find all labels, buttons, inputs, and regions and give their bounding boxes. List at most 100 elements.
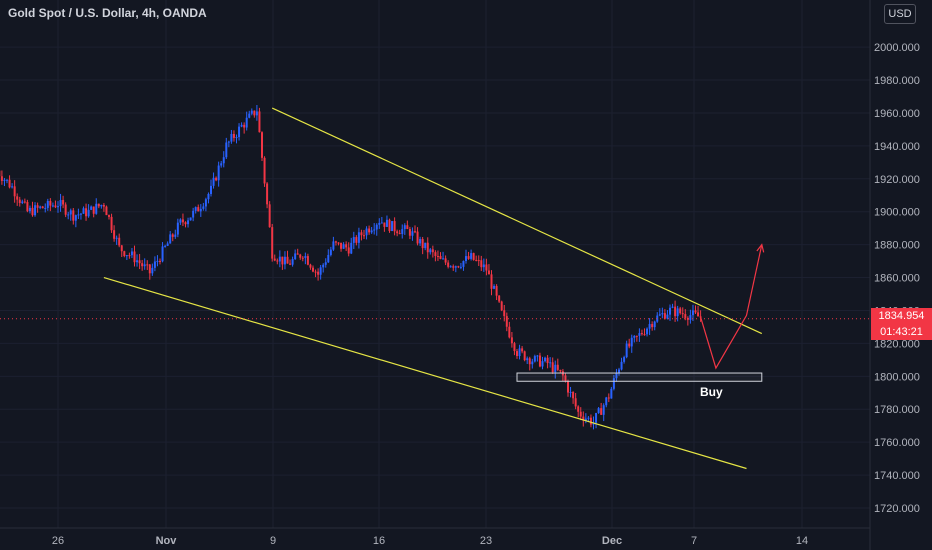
candle-body — [431, 249, 434, 253]
candle-body — [245, 117, 248, 128]
price-scale[interactable]: 1720.000 1740.000 1760.000 1780.000 1800.000… — [874, 42, 920, 515]
candle-body — [253, 110, 256, 116]
candle-body — [449, 266, 452, 268]
candle-body — [51, 205, 54, 207]
candle-body — [276, 260, 279, 262]
candle-body — [419, 239, 422, 244]
candle-body — [531, 361, 534, 365]
chart-title: Gold Spot / U.S. Dollar, 4h, OANDA — [8, 6, 207, 20]
price-tick-label: 1720.000 — [874, 503, 920, 515]
candle-body — [324, 262, 327, 265]
candle-body — [396, 231, 399, 234]
candle-body — [174, 234, 177, 237]
candle-body — [689, 315, 692, 320]
candle-body — [697, 312, 700, 317]
candle-body — [100, 204, 103, 207]
candle-body — [635, 335, 638, 337]
candle-body — [258, 111, 261, 133]
candle-body — [442, 258, 445, 260]
candle-body — [597, 408, 600, 414]
candle-body — [199, 208, 202, 212]
candle-body — [6, 179, 8, 181]
currency-button[interactable]: USD — [884, 4, 916, 24]
time-scale[interactable]: 26 Nov 9 16 23 Dec 7 14 — [52, 535, 808, 547]
candle-body — [472, 253, 475, 260]
candle-body — [681, 313, 684, 315]
candle-body — [281, 256, 284, 265]
candle-body — [192, 210, 195, 218]
candle-body — [658, 314, 661, 316]
candle-body — [388, 219, 391, 231]
chart-drawings — [0, 107, 870, 470]
candle-body — [115, 237, 118, 239]
price-tick-label: 1960.000 — [874, 108, 920, 120]
candle-body — [82, 208, 85, 214]
candle-body — [546, 357, 549, 364]
candle-body — [618, 369, 620, 374]
candle-body — [416, 231, 419, 244]
candle-body — [113, 230, 116, 239]
time-tick-label: 9 — [270, 535, 276, 547]
candle-body — [268, 204, 271, 228]
candle-body — [345, 244, 348, 248]
candle-body — [544, 357, 547, 362]
candle-body — [28, 207, 31, 212]
candle-body — [67, 214, 70, 216]
candle-body — [197, 207, 200, 212]
time-tick-label: 26 — [52, 535, 64, 547]
candle-body — [146, 264, 149, 266]
candle-body — [156, 260, 159, 262]
candle-body — [459, 266, 462, 268]
candle-body — [541, 361, 544, 367]
buy-zone-box — [516, 372, 763, 382]
candle-body — [505, 316, 508, 327]
candle-body — [615, 373, 618, 379]
candle-body — [462, 260, 465, 267]
candle-body — [406, 225, 409, 230]
candle-body — [212, 177, 215, 186]
candle-body — [602, 405, 605, 415]
candle-body — [569, 392, 572, 394]
candle-body — [294, 253, 297, 260]
candle-body — [128, 255, 131, 257]
candle-body — [322, 264, 325, 268]
candle-body — [49, 200, 52, 206]
candle-body — [108, 215, 110, 217]
candle-body — [261, 132, 263, 158]
candle-body — [521, 348, 524, 352]
candle-body — [368, 228, 371, 233]
candle-body — [493, 285, 496, 289]
candle-body — [360, 232, 363, 236]
candle-body — [452, 266, 455, 268]
candle-body — [567, 381, 569, 393]
candle-body — [510, 337, 513, 344]
candle-body — [34, 205, 37, 216]
candle-body — [217, 165, 220, 181]
candle-body — [523, 351, 526, 361]
candle-body — [176, 222, 179, 235]
candle-body — [77, 214, 80, 216]
candle-body — [85, 208, 88, 217]
candle-body — [633, 335, 636, 338]
candle-body — [370, 230, 373, 233]
price-tick-label: 1940.000 — [874, 141, 920, 153]
candle-body — [694, 310, 697, 313]
candle-body — [554, 364, 557, 373]
candle-body — [90, 206, 93, 210]
candle-body — [398, 233, 401, 235]
time-tick-label: Nov — [156, 535, 178, 547]
candle-body — [684, 314, 687, 318]
price-tick-label: 1800.000 — [874, 371, 920, 383]
candle-body — [661, 313, 664, 315]
candle-body — [194, 207, 197, 211]
candle-body — [291, 259, 294, 265]
candle-body — [141, 263, 144, 267]
candle-body — [490, 274, 493, 289]
candle-body — [355, 237, 358, 243]
current-price-tag: 1834.954 — [871, 308, 932, 324]
candle-body — [39, 206, 42, 208]
time-tick-label: 7 — [691, 535, 697, 547]
candle-body — [41, 206, 44, 209]
candle-body — [347, 247, 350, 254]
